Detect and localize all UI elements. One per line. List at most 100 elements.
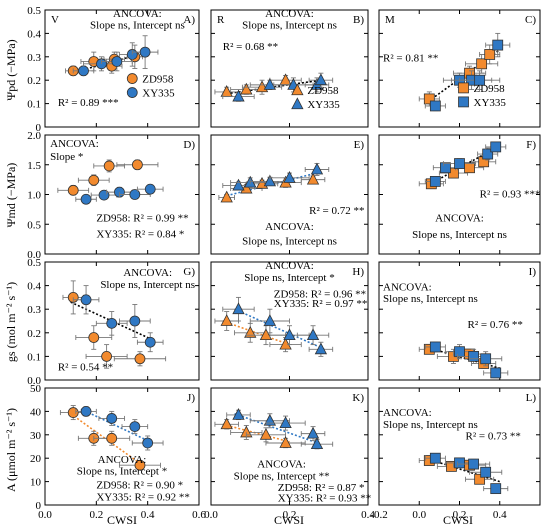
annotation: R² = 0.72 ** — [309, 205, 364, 217]
y-tick-label: 1.5 — [27, 160, 41, 172]
annotation: ANCOVA: — [265, 221, 314, 233]
data-point — [484, 49, 496, 60]
data-point — [88, 332, 100, 343]
series-zd958 — [418, 44, 501, 107]
xlabel-col-1: CWSI — [107, 513, 137, 527]
series-zd958 — [59, 405, 161, 471]
data-point — [244, 325, 257, 338]
panel-label: F) — [526, 139, 536, 151]
data-point — [454, 158, 465, 169]
y-tick-label: 0.1 — [27, 99, 41, 111]
y-tick-label: 0.2 — [27, 328, 41, 340]
stage-label: V — [51, 14, 59, 26]
series-xy335 — [222, 72, 334, 102]
panel-C: C) M R² = 0.81 ** ZD958 XY335 — [378, 9, 541, 128]
panel-G: 0.0 0.1 0.2 0.3 0.4 0.5 G) ANCOVA:Slope ns, Int… — [27, 257, 200, 387]
data-point — [423, 93, 435, 105]
panel-frame-J — [44, 387, 200, 506]
annotation: R² = 0.93 *** — [480, 188, 541, 200]
data-point — [492, 39, 504, 51]
series-zd958 — [62, 280, 167, 369]
legend-label: XY335 — [474, 97, 507, 109]
series-xy335 — [75, 405, 164, 451]
data-point — [468, 458, 479, 470]
y-tick-label: 0.0 — [27, 249, 41, 261]
data-point — [490, 367, 502, 379]
data-point — [220, 417, 233, 430]
data-point — [240, 82, 253, 95]
ylabel-row-1: Ψpd (−MPa) — [4, 39, 18, 100]
x-tick-label: 0.2 — [283, 509, 297, 521]
series-xy335 — [75, 183, 164, 205]
annotation: ANCOVA: — [383, 407, 432, 419]
x-tick-label: 0.4 — [141, 509, 155, 521]
annotation: ANCOVA: — [123, 267, 172, 279]
fit-line — [80, 408, 151, 443]
x-axis-titles: CWSI CWSI CWSI — [107, 513, 473, 527]
panel-label: J) — [187, 392, 195, 404]
x-tick-label: 0.0 — [204, 509, 218, 521]
stage-label: R — [217, 14, 225, 26]
series-zd958 — [214, 73, 302, 98]
annotation: XY335: R² = 0.84 * — [96, 228, 184, 240]
data-point — [468, 350, 479, 362]
data-point — [482, 148, 494, 160]
annotation: Slope ns, Intercept ** — [234, 470, 330, 482]
series-zd958 — [57, 159, 159, 196]
panel-label: E) — [354, 139, 365, 151]
series-xy335 — [424, 341, 509, 379]
y-tick-label: 0.4 — [27, 281, 41, 293]
annotation: ANCOVA: — [265, 260, 314, 272]
data-point — [454, 346, 465, 358]
panel-L: -0.2 0.0 0.2 0.4 L) ANCOVA:Slope ns, Intercep… — [370, 387, 541, 521]
data-point — [429, 100, 441, 112]
annotation: ZD958: R² = 0.96 ** — [274, 288, 366, 300]
data-point — [283, 170, 296, 183]
y-tick-label: 0.3 — [27, 52, 41, 64]
x-tick-label: 0.0 — [38, 509, 52, 521]
data-point — [88, 174, 100, 186]
data-point — [131, 159, 143, 171]
data-point — [279, 416, 292, 429]
data-point — [259, 427, 273, 440]
data-point — [232, 178, 245, 191]
panel-label: A) — [183, 14, 195, 26]
annotation: R² = 0.54 ** — [58, 362, 113, 374]
data-point — [440, 162, 451, 174]
y-tick-label: 0 — [36, 122, 42, 134]
legend-marker — [126, 73, 138, 84]
data-point — [103, 160, 115, 172]
panel-label: H) — [352, 266, 364, 278]
fit-line — [234, 412, 322, 445]
ylabel-row-2: Ψmd (−MPa) — [4, 163, 18, 228]
data-point — [263, 413, 277, 426]
data-point — [106, 317, 118, 329]
data-point — [279, 337, 292, 350]
data-point — [314, 342, 328, 355]
data-point — [454, 457, 465, 469]
y-tick-label: 0.1 — [27, 351, 41, 363]
panel-E: E) R² = 0.72 ** ANCOVA: Slope ns, Intercept… — [210, 134, 369, 255]
data-point — [429, 176, 441, 187]
panel-label: D) — [183, 139, 195, 151]
data-point — [129, 421, 141, 433]
series-zd958 — [214, 311, 302, 353]
data-point — [78, 65, 89, 77]
y-tick-label: 10 — [30, 477, 42, 489]
panel-D: 0.0 0.5 1.0 1.5 2.0 D) ANCOVA:Slope * ZD958: R²… — [27, 130, 200, 261]
annotation: Slope ns, Intercept ns — [383, 293, 478, 305]
annotation: ANCOVA: — [383, 281, 432, 293]
panel-frame-L — [378, 387, 541, 506]
fit-line — [234, 308, 326, 351]
y-tick-label: 0.4 — [27, 28, 41, 40]
series-zd958 — [214, 417, 306, 449]
data-point — [476, 58, 488, 70]
legend-marker — [291, 83, 304, 96]
legend-marker — [458, 82, 469, 94]
fit-line — [222, 423, 290, 443]
panel-label: B) — [353, 14, 364, 26]
annotation: XY335: R² = 0.93 ** — [278, 492, 372, 504]
legend-marker — [458, 96, 469, 108]
data-point — [111, 56, 123, 67]
panel-label: L) — [526, 392, 537, 404]
